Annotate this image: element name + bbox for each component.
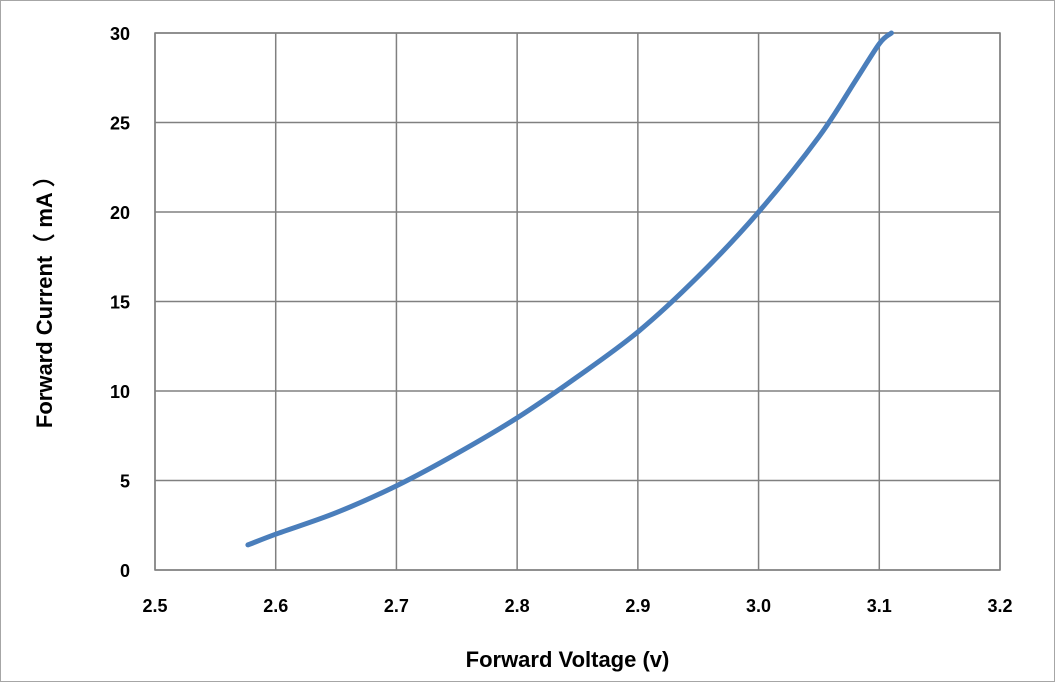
x-tick-label: 3.1 <box>867 596 892 616</box>
y-tick-label: 0 <box>120 561 130 581</box>
y-tick-label: 25 <box>110 114 130 134</box>
grid <box>154 32 1001 571</box>
x-tick-label: 3.2 <box>987 596 1012 616</box>
plot-area-border <box>154 32 1001 571</box>
series-line-0 <box>245 30 894 548</box>
x-tick-label: 2.8 <box>505 596 530 616</box>
y-tick-label: 20 <box>110 203 130 223</box>
y-tick-label: 10 <box>110 382 130 402</box>
x-tick-labels: 2.5 2.6 2.7 2.8 2.9 3.0 3.1 3.2 <box>142 596 1012 616</box>
x-axis-title: Forward Voltage (v) <box>466 647 670 672</box>
y-tick-label: 15 <box>110 293 130 313</box>
x-tick-label: 2.6 <box>263 596 288 616</box>
y-tick-label: 30 <box>110 24 130 44</box>
y-tick-label: 5 <box>120 472 130 492</box>
y-tick-labels: 0 5 10 15 20 25 30 <box>110 24 130 581</box>
series-layer <box>245 30 894 548</box>
y-axis-title: Forward Current（ mA ） <box>32 165 57 428</box>
x-tick-label: 2.9 <box>625 596 650 616</box>
x-tick-label: 2.5 <box>142 596 167 616</box>
x-tick-label: 2.7 <box>384 596 409 616</box>
x-tick-label: 3.0 <box>746 596 771 616</box>
